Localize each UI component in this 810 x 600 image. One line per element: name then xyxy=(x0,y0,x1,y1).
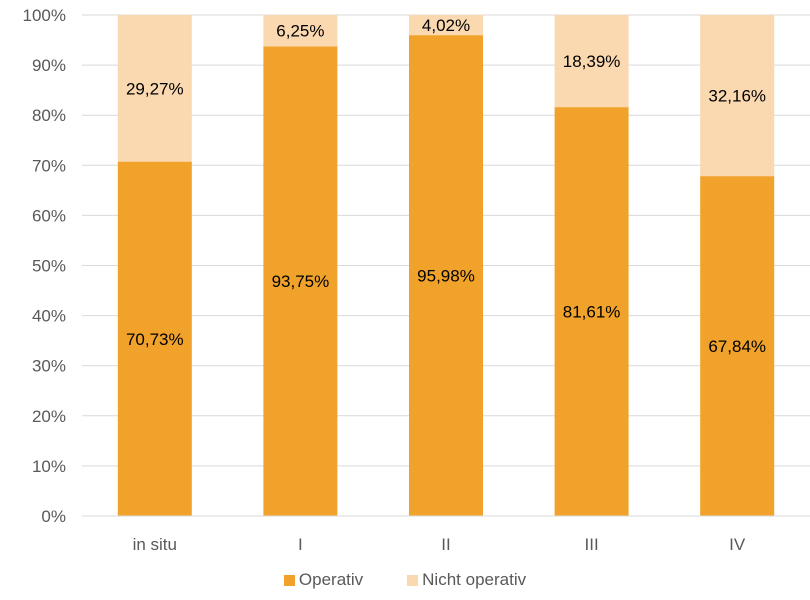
y-tick-label: 50% xyxy=(32,257,66,276)
legend-item-operativ: Operativ xyxy=(283,570,364,590)
y-tick-label: 10% xyxy=(32,457,66,476)
bar-operativ xyxy=(263,46,338,516)
data-label: 6,25% xyxy=(276,22,324,41)
legend: Operativ Nicht operativ xyxy=(0,570,810,590)
bar-nicht-operativ xyxy=(554,15,629,108)
y-tick-label: 20% xyxy=(32,407,66,426)
data-label: 4,02% xyxy=(422,16,470,35)
bar-nicht-operativ xyxy=(409,15,483,36)
data-label: 29,27% xyxy=(126,79,184,98)
y-tick-label: 80% xyxy=(32,106,66,125)
bar-operativ xyxy=(117,161,192,516)
y-tick-label: 0% xyxy=(41,507,66,526)
bar-nicht-operativ xyxy=(700,15,775,177)
data-label: 70,73% xyxy=(126,330,184,349)
x-tick-label: II xyxy=(441,535,450,554)
x-tick-label: III xyxy=(585,535,599,554)
legend-swatch-nicht-operativ xyxy=(407,574,419,586)
bar-nicht-operativ xyxy=(117,15,192,162)
y-tick-label: 70% xyxy=(32,156,66,175)
y-tick-label: 40% xyxy=(32,307,66,326)
y-tick-label: 90% xyxy=(32,56,66,75)
data-label: 32,16% xyxy=(708,87,766,106)
y-tick-label: 60% xyxy=(32,206,66,225)
y-tick-label: 30% xyxy=(32,357,66,376)
bar-operativ xyxy=(554,107,629,516)
legend-swatch-operativ xyxy=(283,574,295,586)
bar-operativ xyxy=(409,35,483,517)
data-label: 93,75% xyxy=(272,272,330,291)
x-tick-label: I xyxy=(298,535,303,554)
data-label: 81,61% xyxy=(563,303,621,322)
legend-item-nicht-operativ: Nicht operativ xyxy=(407,570,526,590)
y-tick-label: 100% xyxy=(23,6,66,25)
data-label: 95,98% xyxy=(417,267,475,286)
x-tick-label: in situ xyxy=(133,535,177,554)
bar-nicht-operativ xyxy=(263,15,338,47)
x-tick-label: IV xyxy=(729,535,746,554)
legend-label-nicht-operativ: Nicht operativ xyxy=(422,570,527,589)
data-label: 18,39% xyxy=(563,52,621,71)
bar-operativ xyxy=(700,176,775,517)
legend-label-operativ: Operativ xyxy=(298,570,364,589)
data-label: 67,84% xyxy=(708,337,766,356)
